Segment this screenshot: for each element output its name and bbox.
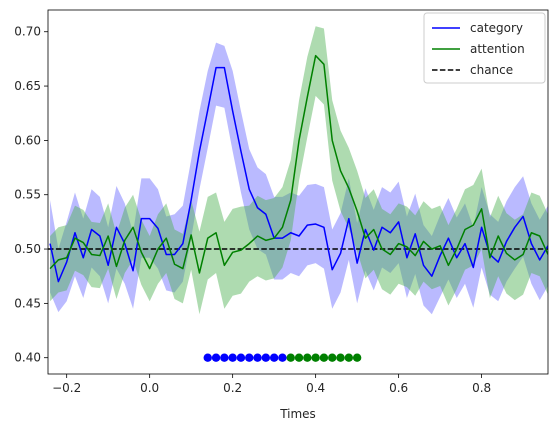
x-tick-label: 0.2 bbox=[223, 381, 242, 395]
y-tick-label: 0.40 bbox=[14, 351, 41, 365]
marker-attention bbox=[319, 353, 329, 362]
y-tick-label: 0.45 bbox=[14, 296, 41, 310]
marker-attention bbox=[286, 353, 295, 362]
marker-attention bbox=[336, 353, 345, 362]
y-axis: 0.40 0.45 0.50 0.55 0.60 0.65 0.70 bbox=[14, 25, 48, 365]
marker-category bbox=[228, 353, 237, 362]
marker-attention bbox=[311, 353, 320, 362]
x-tick-label: 0.8 bbox=[472, 381, 491, 395]
series-line-attention bbox=[49, 54, 548, 274]
y-tick-label: 0.55 bbox=[14, 188, 41, 202]
x-tick-label: 0.6 bbox=[389, 381, 408, 395]
legend-box bbox=[423, 12, 546, 84]
marker-category bbox=[269, 353, 279, 362]
y-tick-label: 0.50 bbox=[14, 242, 41, 256]
x-axis-label: Times bbox=[279, 407, 316, 421]
legend-label-attention: attention bbox=[470, 42, 525, 56]
y-tick-label: 0.65 bbox=[14, 79, 41, 93]
y-tick-label: 0.60 bbox=[14, 133, 41, 147]
marker-category bbox=[245, 353, 254, 362]
series-lines bbox=[49, 54, 548, 283]
legend-label-category: category bbox=[470, 21, 523, 35]
band-category bbox=[50, 42, 548, 315]
x-tick-label: 0.4 bbox=[306, 381, 325, 395]
marker-category bbox=[261, 353, 271, 362]
marker-category bbox=[220, 353, 229, 362]
x-tick-label: −0.2 bbox=[52, 381, 81, 395]
marker-attention bbox=[303, 353, 312, 362]
marker-category bbox=[253, 353, 262, 362]
marker-category bbox=[203, 353, 212, 362]
marker-category bbox=[236, 353, 246, 362]
significance-markers bbox=[203, 353, 362, 362]
legend: category attention chance bbox=[423, 12, 546, 84]
legend-label-chance: chance bbox=[470, 63, 513, 77]
marker-category bbox=[278, 353, 287, 362]
marker-category bbox=[211, 353, 221, 362]
y-tick-label: 0.70 bbox=[14, 25, 41, 39]
x-tick-label: 0.0 bbox=[140, 381, 159, 395]
marker-attention bbox=[344, 353, 354, 362]
marker-attention bbox=[294, 353, 304, 362]
x-axis: −0.2 0.0 0.2 0.4 0.6 0.8 bbox=[52, 374, 491, 395]
marker-attention bbox=[352, 353, 362, 362]
series-line-category bbox=[49, 66, 548, 283]
plot-frame bbox=[47, 9, 549, 375]
marker-attention bbox=[328, 353, 337, 362]
